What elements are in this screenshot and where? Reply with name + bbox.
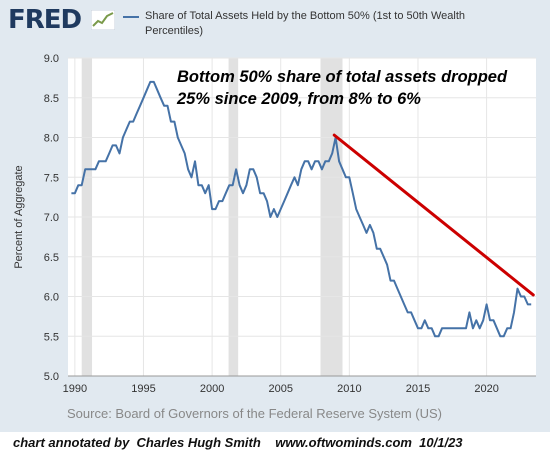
- y-axis-label: Percent of Aggregate: [13, 165, 25, 268]
- x-tick-label: 2020: [474, 383, 498, 395]
- credit-line: chart annotated by Charles Hugh Smith ww…: [13, 435, 463, 450]
- x-tick-label: 1995: [131, 383, 155, 395]
- x-tick-label: 2005: [268, 383, 292, 395]
- y-tick-label: 5.5: [44, 331, 59, 343]
- x-tick-label: 1990: [63, 383, 87, 395]
- annotation-text: Bottom 50% share of total assets dropped…: [177, 68, 508, 108]
- y-tick-label: 9.0: [44, 53, 59, 65]
- line-chart: 5.0 5.5 6.0 6.5 7.0 7.5 8.0 8.5 9.0 1990 1995 2000 2…: [13, 53, 536, 395]
- y-tick-label: 6.0: [44, 292, 59, 304]
- x-tick-label: 2000: [200, 383, 224, 395]
- y-tick-label: 6.5: [44, 252, 59, 264]
- x-tick-label: 2015: [406, 383, 430, 395]
- y-tick-label: 7.5: [44, 172, 59, 184]
- source-note: Source: Board of Governors of the Federa…: [67, 406, 442, 421]
- x-tick-label: 2010: [337, 383, 361, 395]
- series-line: [71, 80, 532, 338]
- y-tick-label: 8.0: [44, 133, 59, 145]
- y-tick-label: 5.0: [44, 371, 59, 383]
- legend-swatch: [123, 16, 139, 18]
- trend-line: [332, 133, 535, 297]
- y-tick-label: 7.0: [44, 212, 59, 224]
- chart-line-icon: [91, 10, 115, 30]
- fred-logo: FRED: [8, 5, 82, 35]
- y-tick-label: 8.5: [44, 93, 59, 105]
- legend-label: Share of Total Assets Held by the Bottom…: [145, 10, 465, 37]
